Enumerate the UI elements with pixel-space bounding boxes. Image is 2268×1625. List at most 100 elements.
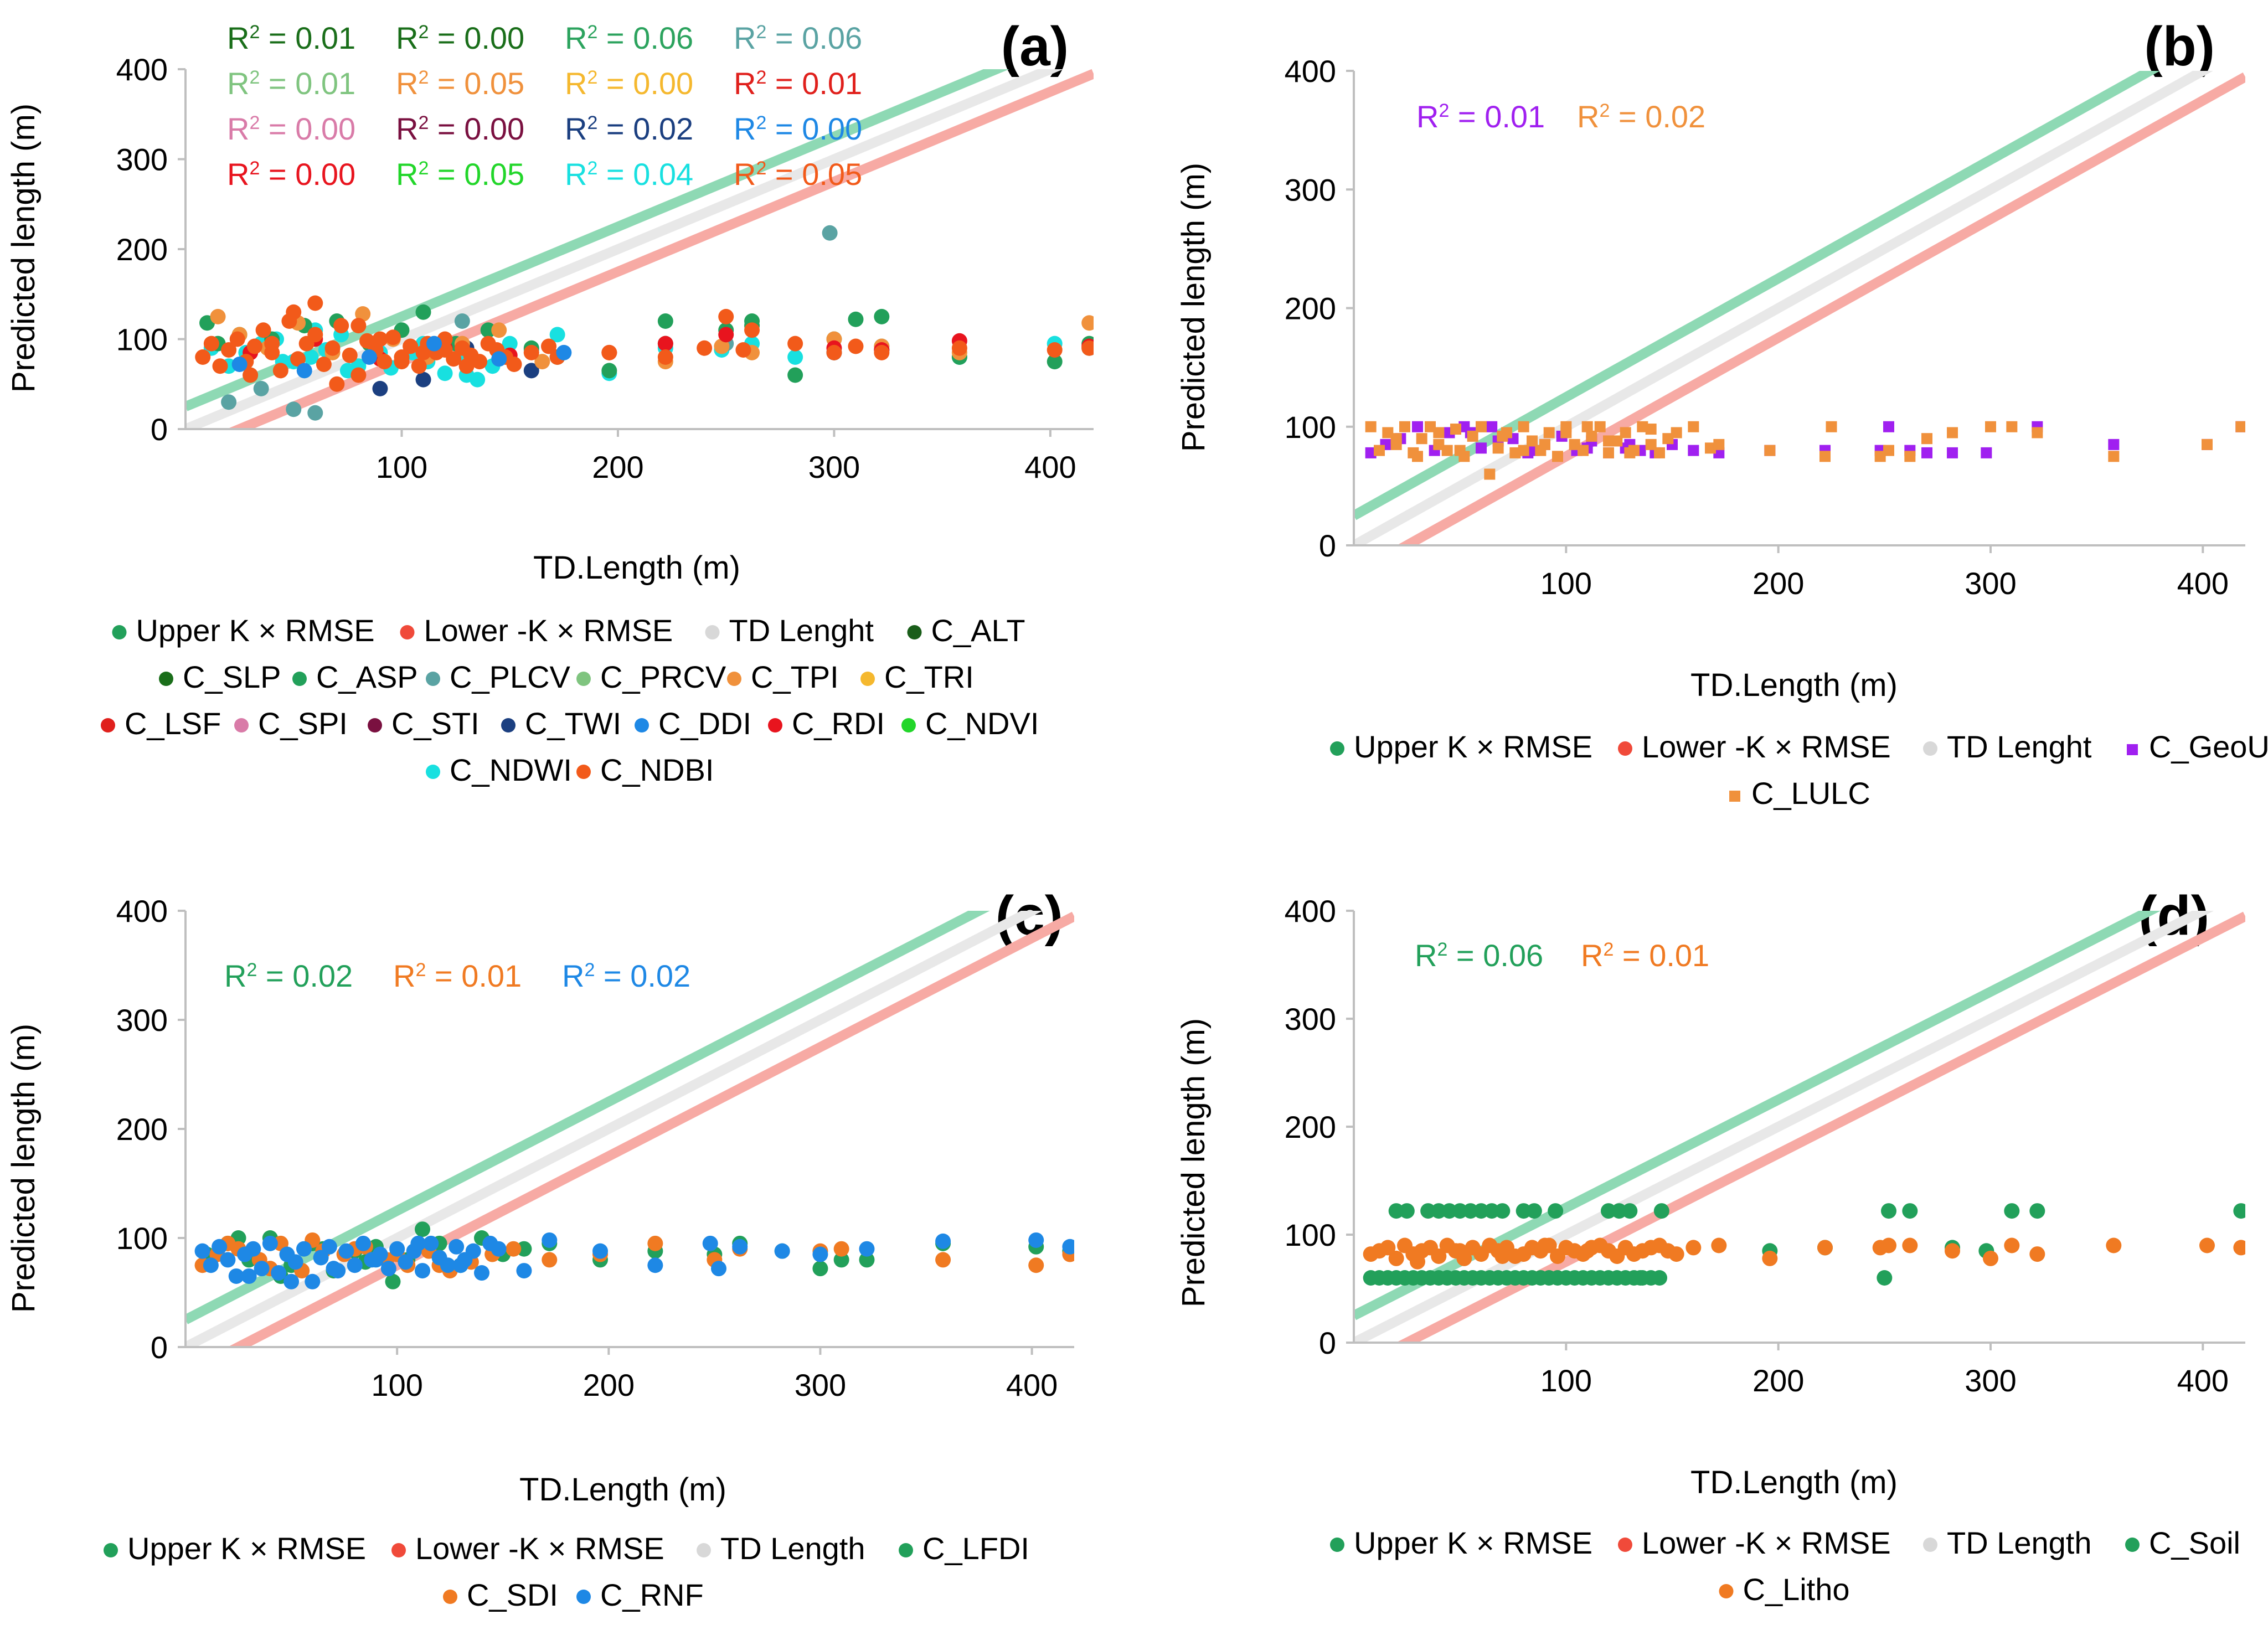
panel-b-point-c-geou bbox=[1688, 445, 1699, 456]
panel-c-legend-marker bbox=[576, 1590, 591, 1604]
panel-b-point-c-lulc bbox=[1518, 421, 1529, 432]
panel-c-point-c-rnf bbox=[203, 1257, 219, 1273]
panel-b-legend-marker bbox=[2127, 744, 2138, 755]
panel-a-legend-marker bbox=[907, 625, 922, 639]
panel-a-r2-label: R2 = 0.05 bbox=[396, 66, 524, 101]
panel-a-point-c-plcv bbox=[454, 313, 470, 329]
panel-c-point-c-lfdi bbox=[385, 1273, 401, 1289]
panel-a-legend-item-td-lenght: TD Lenght bbox=[705, 613, 874, 648]
panel-d-point-c-soil bbox=[1548, 1203, 1564, 1219]
panel-a-point-c-ndbi bbox=[394, 354, 410, 370]
panel-a-point-c-ndbi bbox=[601, 344, 617, 360]
panel-d-point-c-litho bbox=[1668, 1246, 1684, 1262]
panel-b-point-c-lulc bbox=[1382, 427, 1394, 439]
panel-a-legend-marker bbox=[635, 718, 649, 732]
panel-b-point-c-lulc bbox=[1509, 447, 1521, 458]
panel-b-point-c-lulc bbox=[1603, 435, 1614, 447]
panel-b-y-tick-label: 200 bbox=[1285, 291, 1336, 326]
panel-b-point-c-geou bbox=[1365, 447, 1377, 458]
panel-d-point-c-litho bbox=[2004, 1237, 2020, 1253]
panel-c-x-tick-label: 300 bbox=[795, 1368, 846, 1402]
panel-a-r2-label: R2 = 0.00 bbox=[396, 111, 524, 146]
panel-a-legend-item-c-plcv: C_PLCV bbox=[426, 659, 571, 694]
panel-a-point-c-ndbi bbox=[951, 340, 967, 356]
panel-c-point-c-rnf bbox=[452, 1257, 468, 1273]
panel-c-y-tick-label: 400 bbox=[116, 894, 168, 928]
panel-c-point-c-rnf bbox=[347, 1257, 363, 1273]
panel-b-point-c-lulc bbox=[1441, 445, 1453, 456]
panel-d-legend-item-c-soil: C_Soil bbox=[2125, 1525, 2240, 1560]
panel-a-point-c-ndbi bbox=[246, 338, 262, 354]
panel-a-legend-label: C_ASP bbox=[316, 659, 418, 694]
panel-a-point-c-ddi bbox=[556, 344, 572, 360]
panel-a-point-c-ndbi bbox=[372, 331, 388, 347]
panel-a-y-tick-label: 100 bbox=[116, 322, 168, 357]
panel-a-legend-item-upper-k-rmse: Upper K × RMSE bbox=[112, 613, 375, 648]
panel-d-point-c-soil bbox=[1526, 1203, 1542, 1219]
panel-a-y-tick-label: 0 bbox=[151, 412, 168, 447]
panel-a-point-c-plcv bbox=[286, 401, 302, 417]
panel-d-point-c-litho bbox=[1711, 1237, 1727, 1253]
panel-d-point-c-litho bbox=[1388, 1250, 1404, 1266]
panel-b-legend-label: C_GeoU bbox=[2149, 729, 2268, 764]
panel-a-r2-label: R2 = 0.05 bbox=[396, 157, 524, 192]
panel-d-legend-marker bbox=[1330, 1538, 1344, 1552]
panel-b-point-c-lulc bbox=[1539, 439, 1550, 450]
panel-c-legend-marker bbox=[443, 1590, 457, 1604]
panel-a-legend-item-c-lsf: C_LSF bbox=[101, 706, 221, 741]
panel-c-point-c-rnf bbox=[647, 1257, 663, 1273]
panel-a-legend-label: C_STI bbox=[391, 706, 480, 741]
panel-c-point-c-rnf bbox=[228, 1268, 244, 1284]
panel-a-point-c-ndwi bbox=[437, 365, 453, 381]
panel-a-legend-label: C_RDI bbox=[792, 706, 885, 741]
panel-b-point-c-lulc bbox=[1433, 427, 1445, 439]
panel-a-legend-marker bbox=[400, 625, 415, 639]
panel-c-legend-label: C_RNF bbox=[600, 1577, 704, 1612]
panel-d-point-c-litho bbox=[2233, 1240, 2245, 1256]
panel-a-r2-label: R2 = 0.01 bbox=[227, 20, 355, 55]
panel-c-legend-item-c-lfdi: C_LFDI bbox=[899, 1531, 1029, 1566]
panel-d-point-c-litho bbox=[1380, 1240, 1396, 1256]
panel-b-legend-item-td-lenght: TD Lenght bbox=[1923, 729, 2092, 764]
panel-d-point-c-soil bbox=[1877, 1270, 1893, 1286]
panel-c-point-c-rnf bbox=[245, 1241, 261, 1257]
panel-a-legend-item-c-prcv: C_PRCV bbox=[576, 659, 726, 694]
panel-c-r2-labels: R2 = 0.02 R2 = 0.01 R2 = 0.02 bbox=[224, 958, 690, 993]
panel-b-legend-marker bbox=[1330, 741, 1344, 756]
panel-a-point-c-ndbi bbox=[221, 342, 237, 358]
panel-a-r2-label: R2 = 0.00 bbox=[396, 20, 524, 55]
panel-b-point-c-lulc bbox=[2202, 439, 2213, 450]
panel-c-point-c-rnf bbox=[935, 1233, 951, 1249]
panel-c-point-c-lfdi bbox=[833, 1252, 849, 1268]
panel-a-legend-marker bbox=[112, 625, 127, 639]
panel-d-plot-area: 0 100 200 300 400 100 200 300 400 bbox=[1285, 894, 2245, 1398]
panel-d-point-c-soil bbox=[1653, 1203, 1669, 1219]
panel-a-legend-item-c-sti: C_STI bbox=[368, 706, 480, 741]
panel-c-y-tick-label: 0 bbox=[151, 1330, 168, 1365]
panel-c-point-c-rnf bbox=[284, 1273, 300, 1289]
panel-a: (a) 0 100 200 300 400 100 200 300 400 TD.Length … bbox=[6, 16, 1094, 787]
panel-a-legend-marker bbox=[501, 718, 516, 732]
panel-c-point-c-rnf bbox=[1028, 1232, 1044, 1248]
panel-c-point-c-rnf bbox=[326, 1261, 342, 1277]
panel-d-legend-item-upper-k-rmse: Upper K × RMSE bbox=[1330, 1525, 1592, 1560]
panel-a-x-tick-label: 100 bbox=[376, 450, 427, 484]
panel-a-point-c-ndbi bbox=[286, 304, 302, 320]
panel-d-point-c-soil bbox=[1388, 1203, 1404, 1219]
panel-b-x-tick-label: 100 bbox=[1540, 566, 1592, 601]
panel-a-legend-item-c-ddi: C_DDI bbox=[635, 706, 751, 741]
panel-b-point-c-lulc bbox=[1764, 445, 1776, 456]
panel-b-point-c-lulc bbox=[2032, 427, 2043, 439]
panel-c-point-c-sdi bbox=[833, 1241, 849, 1257]
panel-c-point-c-rnf bbox=[491, 1241, 507, 1257]
panel-d-y-tick-label: 400 bbox=[1285, 894, 1336, 928]
panel-a-legend-marker bbox=[727, 672, 741, 686]
panel-d-r2-label: R2 = 0.06 bbox=[1415, 938, 1543, 973]
panel-a-legend-marker bbox=[292, 672, 307, 686]
panel-b-y-axis-label: Predicted length (m) bbox=[1176, 163, 1212, 452]
panel-a-legend-item-c-alt: C_ALT bbox=[907, 613, 1025, 648]
panel-a-point-c-ndbi bbox=[458, 358, 475, 374]
panel-c-point-c-lfdi bbox=[812, 1261, 828, 1277]
panel-b-point-c-lulc bbox=[1637, 421, 1648, 432]
